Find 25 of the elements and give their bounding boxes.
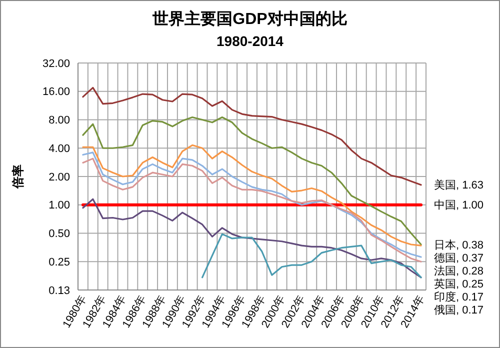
text: 英国, 0.25 bbox=[434, 277, 484, 290]
y-tick-label: 1.00 bbox=[48, 200, 70, 212]
y-axis-title: 倍率 bbox=[11, 164, 25, 190]
line-series bbox=[82, 198, 422, 278]
text: 日本, 0.38 bbox=[434, 238, 484, 252]
text: 印度, 0.17 bbox=[434, 290, 484, 304]
y-tick-label: 0.50 bbox=[48, 228, 70, 240]
text: 美国, 1.63 bbox=[434, 178, 484, 192]
y-tick-label: 2.00 bbox=[48, 171, 70, 184]
y-tick-label: 0.25 bbox=[48, 256, 70, 268]
line-series bbox=[82, 116, 422, 246]
line-series bbox=[82, 144, 422, 246]
y-tick-label: 4.00 bbox=[48, 142, 70, 155]
line-series bbox=[82, 86, 422, 186]
y-tick-label: 0.13 bbox=[48, 284, 70, 297]
chart-subtitle: 1980-2014 bbox=[216, 33, 284, 49]
y-tick-label: 16.00 bbox=[42, 86, 70, 98]
y-tick-label: 32.00 bbox=[42, 58, 70, 70]
line-series bbox=[201, 233, 422, 278]
text: 中国, 1.00 bbox=[434, 198, 484, 212]
chart-title: 世界主要国GDP对中国的比 bbox=[152, 9, 348, 28]
y-tick-label: 8.00 bbox=[48, 114, 70, 127]
text: 德国, 0.37 bbox=[434, 252, 484, 264]
text: 俄国, 0.17 bbox=[434, 304, 484, 316]
text: 法国, 0.28 bbox=[434, 264, 484, 278]
